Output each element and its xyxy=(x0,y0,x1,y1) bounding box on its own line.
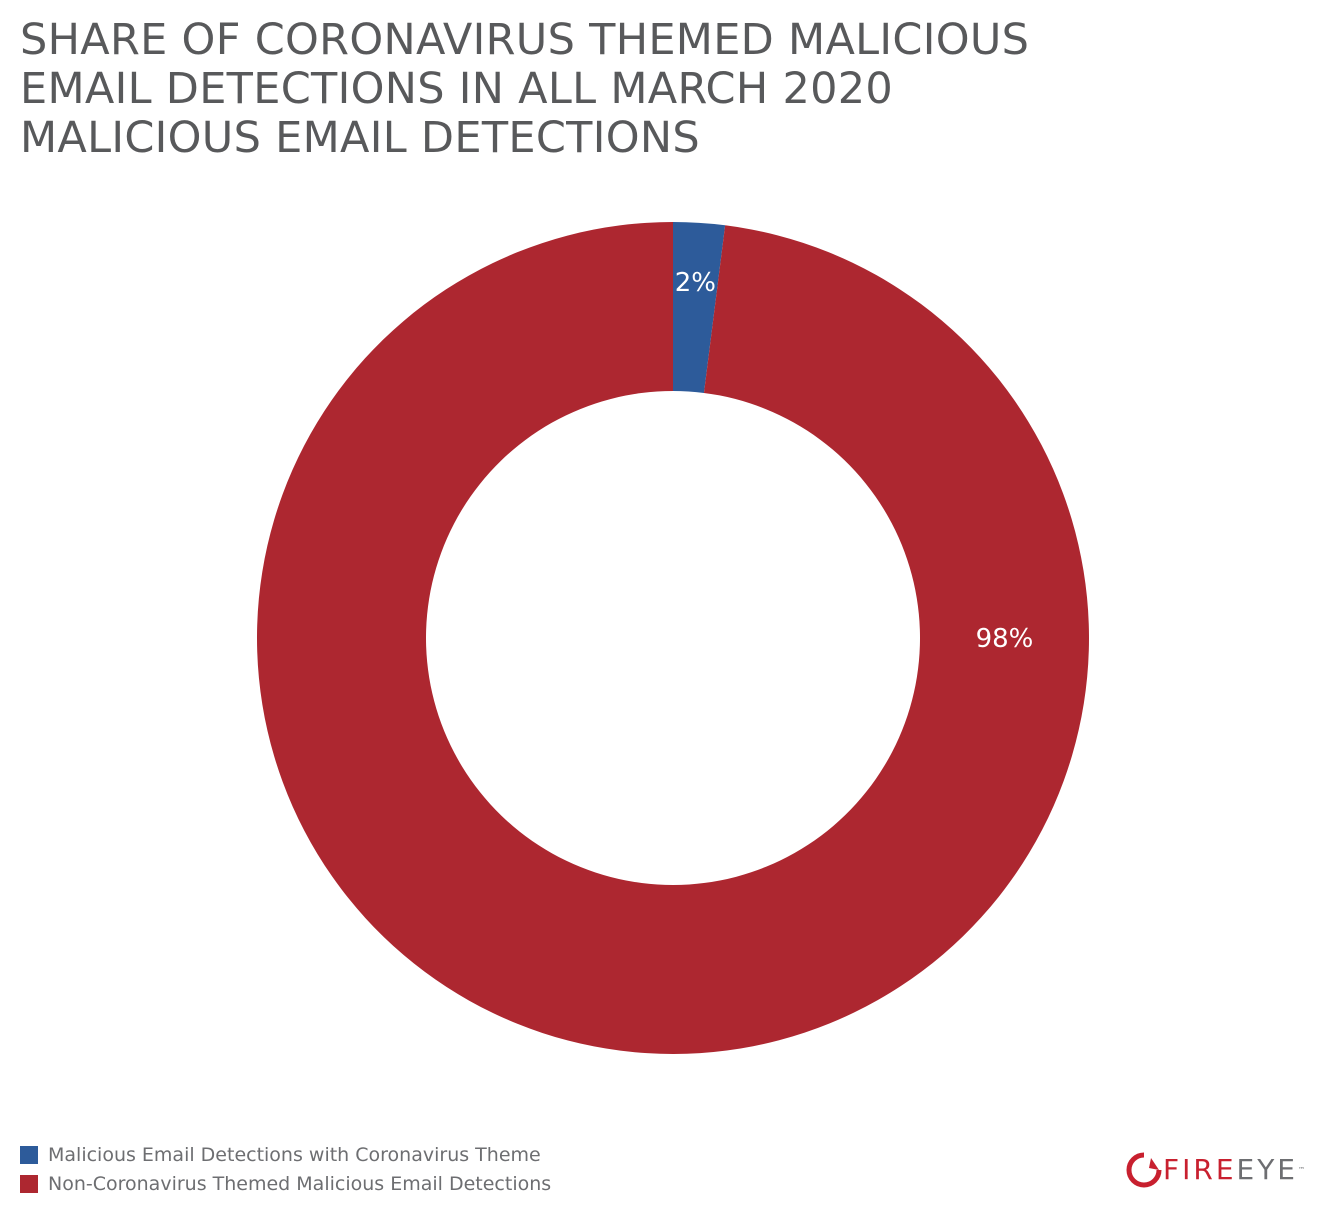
fireeye-logo: FIREEYE™ xyxy=(1125,1152,1308,1188)
legend-item-non-coronavirus: Non-Coronavirus Themed Malicious Email D… xyxy=(20,1169,551,1198)
legend-label-non-coronavirus: Non-Coronavirus Themed Malicious Email D… xyxy=(48,1172,552,1195)
legend-item-coronavirus: Malicious Email Detections with Coronavi… xyxy=(20,1140,551,1169)
chart-legend: Malicious Email Detections with Coronavi… xyxy=(20,1140,551,1198)
donut-slice-coronavirus xyxy=(673,222,726,393)
donut-slice-non-coronavirus xyxy=(256,221,1089,1054)
logo-text-fire: FIRE xyxy=(1163,1153,1237,1186)
chart-title-line-2: EMAIL DETECTIONS IN ALL MARCH 2020 xyxy=(20,64,894,114)
donut-label-non-coronavirus: 98% xyxy=(976,624,1034,654)
chart-title-line-3: MALICIOUS EMAIL DETECTIONS xyxy=(20,113,700,163)
logo-text-eye: EYE xyxy=(1236,1153,1299,1186)
legend-swatch-coronavirus xyxy=(20,1145,38,1164)
donut-label-coronavirus: 2% xyxy=(675,268,716,298)
legend-swatch-non-coronavirus xyxy=(20,1174,38,1193)
legend-label-coronavirus: Malicious Email Detections with Coronavi… xyxy=(48,1143,541,1166)
fireeye-logo-icon xyxy=(1126,1152,1162,1188)
chart-title: SHARE OF CORONAVIRUS THEMED MALICIOUS EM… xyxy=(20,16,1310,163)
chart-title-line-1: SHARE OF CORONAVIRUS THEMED MALICIOUS xyxy=(20,15,1030,65)
donut-slice-labels: 2% 98% xyxy=(675,268,1034,654)
donut-slices xyxy=(256,221,1089,1054)
logo-trademark: ™ xyxy=(1298,1166,1309,1174)
fireeye-logo-text: FIREEYE™ xyxy=(1163,1152,1308,1188)
